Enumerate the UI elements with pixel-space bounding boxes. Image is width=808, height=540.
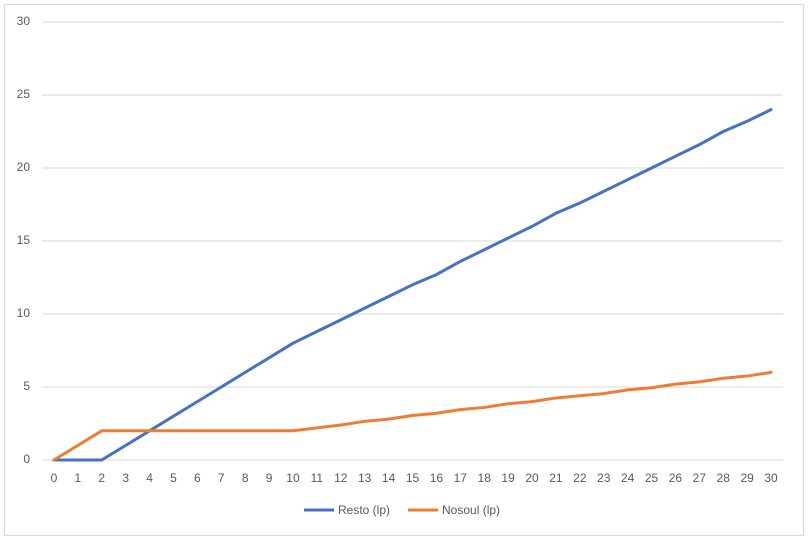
x-tick-label: 28 (717, 471, 731, 485)
x-tick-label: 0 (51, 471, 58, 485)
x-tick-label: 17 (454, 471, 468, 485)
x-tick-label: 13 (358, 471, 372, 485)
legend-label: Nosoul (lp) (442, 503, 500, 517)
x-tick-label: 24 (621, 471, 635, 485)
chart-border (4, 4, 804, 536)
x-tick-label: 21 (549, 471, 563, 485)
series-line (52, 370, 773, 462)
y-tick-label: 20 (17, 160, 31, 174)
y-tick-label: 0 (23, 452, 30, 466)
x-tick-label: 14 (382, 471, 396, 485)
x-tick-label: 19 (501, 471, 515, 485)
x-tick-label: 12 (334, 471, 348, 485)
y-tick-label: 15 (17, 233, 31, 247)
x-tick-label: 2 (98, 471, 105, 485)
x-tick-label: 29 (740, 471, 754, 485)
x-tick-label: 22 (573, 471, 587, 485)
x-tick-label: 3 (122, 471, 129, 485)
x-tick-label: 1 (75, 471, 82, 485)
x-tick-label: 9 (266, 471, 273, 485)
x-tick-label: 20 (525, 471, 539, 485)
x-tick-label: 23 (597, 471, 611, 485)
x-tick-label: 5 (170, 471, 177, 485)
x-tick-label: 26 (669, 471, 683, 485)
x-tick-label: 27 (693, 471, 707, 485)
y-tick-label: 5 (23, 379, 30, 393)
x-tick-label: 18 (478, 471, 492, 485)
x-tick-label: 25 (645, 471, 659, 485)
x-tick-label: 15 (406, 471, 420, 485)
x-tick-label: 8 (242, 471, 249, 485)
series-line (52, 108, 773, 462)
y-tick-label: 10 (17, 306, 31, 320)
y-tick-label: 30 (17, 14, 31, 28)
x-tick-label: 6 (194, 471, 201, 485)
y-tick-label: 25 (17, 87, 31, 101)
x-tick-label: 4 (146, 471, 153, 485)
x-tick-label: 10 (286, 471, 300, 485)
legend-label: Resto (lp) (338, 503, 390, 517)
x-tick-label: 16 (430, 471, 444, 485)
x-tick-label: 11 (311, 471, 324, 485)
x-tick-label: 7 (218, 471, 225, 485)
x-tick-label: 30 (764, 471, 778, 485)
